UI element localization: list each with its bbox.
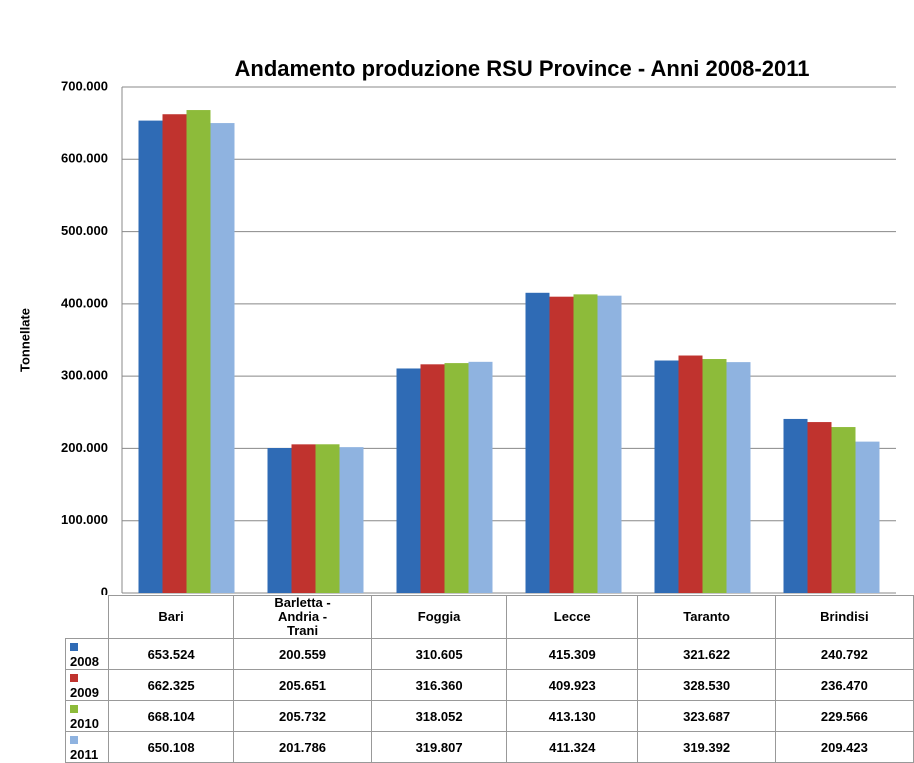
value-label: 650.108 [108,731,234,763]
data-table: Bari Barletta - Andria - Trani Foggia Lecce… [64,595,914,763]
y-tick-label: 300.000 [61,368,108,383]
bar [855,441,880,593]
bar [549,296,574,593]
value-label: 411.324 [505,731,639,763]
category-label: Lecce [505,595,639,639]
y-tick-label: 700.000 [61,78,108,93]
y-axis-label: Tonnellate [17,308,32,372]
y-tick-label: 500.000 [61,223,108,238]
table-row: Bari Barletta - Andria - Trani Foggia Lecce… [66,595,914,639]
bar [702,359,727,593]
y-tick-label: 400.000 [61,295,108,310]
value-label: 415.309 [505,638,639,670]
category-label: Taranto [637,595,776,639]
value-label: 413.130 [505,700,639,732]
value-label: 653.524 [108,638,234,670]
bar [597,295,622,593]
bar [654,360,679,593]
value-label: 319.392 [637,731,776,763]
category-label: Bari [108,595,234,639]
bar [468,361,493,593]
value-label: 200.559 [232,638,373,670]
bar [807,422,832,593]
page: Andamento produzione RSU Province - Anni… [17,55,914,763]
legend-swatch [70,643,78,651]
bar [396,368,421,593]
legend-entry: 2009 [64,669,110,701]
legend-entry: 2011 [64,731,110,763]
bar [138,120,163,593]
chart-title: Andamento produzione RSU Province - Anni… [235,56,810,81]
bar [267,448,292,593]
bar [678,355,703,593]
category-label: Barletta - Andria - Trani [232,595,373,639]
value-label: 229.566 [774,700,914,732]
y-tick-label: 200.000 [61,440,108,455]
value-label: 662.325 [108,669,234,701]
table-row: 2008 653.524 200.559 310.605 415.309 321.622 2… [64,638,914,670]
value-label: 323.687 [637,700,776,732]
bar [573,294,598,593]
value-label: 240.792 [774,638,914,670]
value-label: 409.923 [505,669,639,701]
category-label: Foggia [371,595,507,639]
table-row: 2011 650.108 201.786 319.807 411.324 319.392 2… [64,731,914,763]
value-label: 205.732 [232,700,373,732]
value-label: 310.605 [371,638,507,670]
table-corner [66,596,109,639]
legend-swatch [70,674,78,682]
value-label: 668.104 [108,700,234,732]
y-tick-label: 100.000 [61,512,108,527]
bar [831,427,856,593]
legend-label: 2008 [70,654,99,669]
y-tick-label: 600.000 [61,151,108,166]
value-label: 201.786 [232,731,373,763]
legend-label: 2009 [70,685,99,700]
value-label: 316.360 [371,669,507,701]
legend-swatch [70,736,78,744]
value-label: 319.807 [371,731,507,763]
bar [444,363,469,593]
value-label: 236.470 [774,669,914,701]
bar [726,362,751,593]
bar [525,292,550,593]
value-label: 205.651 [232,669,373,701]
legend-entry: 2008 [64,638,110,670]
bar [783,418,808,593]
value-label: 328.530 [637,669,776,701]
legend-label: 2011 [70,747,99,762]
bar [339,447,364,593]
bar [420,364,445,593]
table-row: 2009 662.325 205.651 316.360 409.923 328.530 2… [64,669,914,701]
category-label: Brindisi [774,595,914,639]
y-tick-label: 0 [101,584,108,595]
bar [315,444,340,593]
table-row: 2010 668.104 205.732 318.052 413.130 323.687 2… [64,700,914,732]
chart: Andamento produzione RSU Province - Anni… [17,56,896,595]
bar [186,110,211,594]
bar [162,114,187,593]
bar [210,123,235,593]
legend-label: 2010 [70,716,99,731]
legend-swatch [70,705,78,713]
legend-entry: 2010 [64,700,110,732]
value-label: 318.052 [371,700,507,732]
bar [291,444,316,593]
value-label: 209.423 [774,731,914,763]
value-label: 321.622 [637,638,776,670]
